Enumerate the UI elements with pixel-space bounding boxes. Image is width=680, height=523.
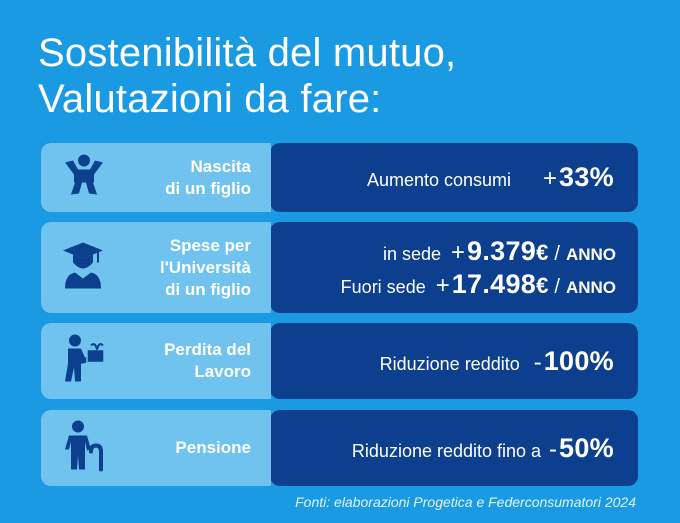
value-line: Fuori sede + 17.498 € / ANNO [341, 269, 616, 300]
page-title: Sostenibilità del mutuo, Valutazioni da … [38, 30, 456, 122]
value-amount: 33% [559, 162, 614, 192]
value-sign: + [435, 271, 450, 299]
title-line-1: Sostenibilità del mutuo, [38, 31, 457, 75]
label-line: Lavoro [194, 362, 251, 381]
value-amount: 17.498 [451, 268, 537, 299]
label-line: di un figlio [165, 178, 251, 198]
row-value-panel: Riduzione reddito fino a - 50% [270, 410, 638, 486]
value-description: Aumento consumi [366, 170, 512, 190]
row-label: Perdita del Lavoro [164, 339, 251, 383]
label-line: Perdita del [164, 340, 251, 359]
elderly-person-icon [61, 420, 107, 477]
value-currency: € [536, 239, 549, 265]
sources-note: Fonti: elaborazioni Progetica e Federcon… [295, 494, 636, 510]
title-line-2: Valutazioni da fare: [38, 77, 382, 121]
value-sign: + [451, 238, 466, 266]
row-label-panel: Spese per l'Università di un figlio [41, 222, 271, 313]
person-carrying-box-icon [61, 334, 107, 389]
value-slash: / [554, 242, 560, 265]
graduate-icon [61, 240, 105, 295]
label-line: l'Università [160, 257, 251, 277]
value-sign: - [533, 348, 542, 376]
value-currency: € [536, 272, 549, 298]
row-perdita-lavoro: Perdita del Lavoro Riduzione reddito - 1… [41, 323, 638, 399]
row-pensione: Pensione Riduzione reddito fino a - 50% [41, 410, 638, 486]
value-sign: - [549, 435, 558, 463]
value-unit: ANNO [565, 244, 616, 264]
row-value-panel: Riduzione reddito - 100% [270, 323, 638, 399]
value-sign: + [543, 165, 558, 192]
value-amount: 50% [559, 432, 614, 463]
value-slash: / [554, 275, 560, 298]
value-description: Riduzione reddito [379, 353, 520, 374]
value-description: Fuori sede [340, 276, 426, 297]
row-universita: Spese per l'Università di un figlio in s… [41, 222, 638, 313]
value-line: Aumento consumi + 33% [367, 162, 614, 193]
row-label: Pensione [175, 437, 251, 459]
label-line: Nascita [190, 156, 251, 176]
value-description: in sede [382, 243, 442, 264]
value-line: in sede + 9.379 € / ANNO [383, 236, 616, 267]
value-line: Riduzione reddito - 100% [380, 346, 614, 377]
value-unit: ANNO [565, 277, 616, 297]
baby-icon [61, 152, 107, 203]
row-label-panel: Nascita di un figlio [41, 143, 271, 212]
row-label: Nascita di un figlio [165, 156, 251, 200]
value-amount: 100% [543, 345, 614, 376]
row-label: Spese per l'Università di un figlio [160, 235, 251, 301]
value-amount: 9.379 [467, 235, 537, 266]
row-value-panel: Aumento consumi + 33% [270, 143, 638, 212]
value-description: Riduzione reddito fino a [351, 440, 542, 461]
value-line: Riduzione reddito fino a - 50% [352, 433, 614, 464]
row-value-panel: in sede + 9.379 € / ANNO Fuori sede + 17… [270, 222, 638, 313]
row-label-panel: Perdita del Lavoro [41, 323, 271, 399]
label-line: Spese per [169, 235, 251, 255]
row-nascita: Nascita di un figlio Aumento consumi + 3… [41, 143, 638, 212]
row-label-panel: Pensione [41, 410, 271, 486]
label-line: di un figlio [165, 279, 251, 299]
label-line: Pensione [175, 438, 251, 457]
